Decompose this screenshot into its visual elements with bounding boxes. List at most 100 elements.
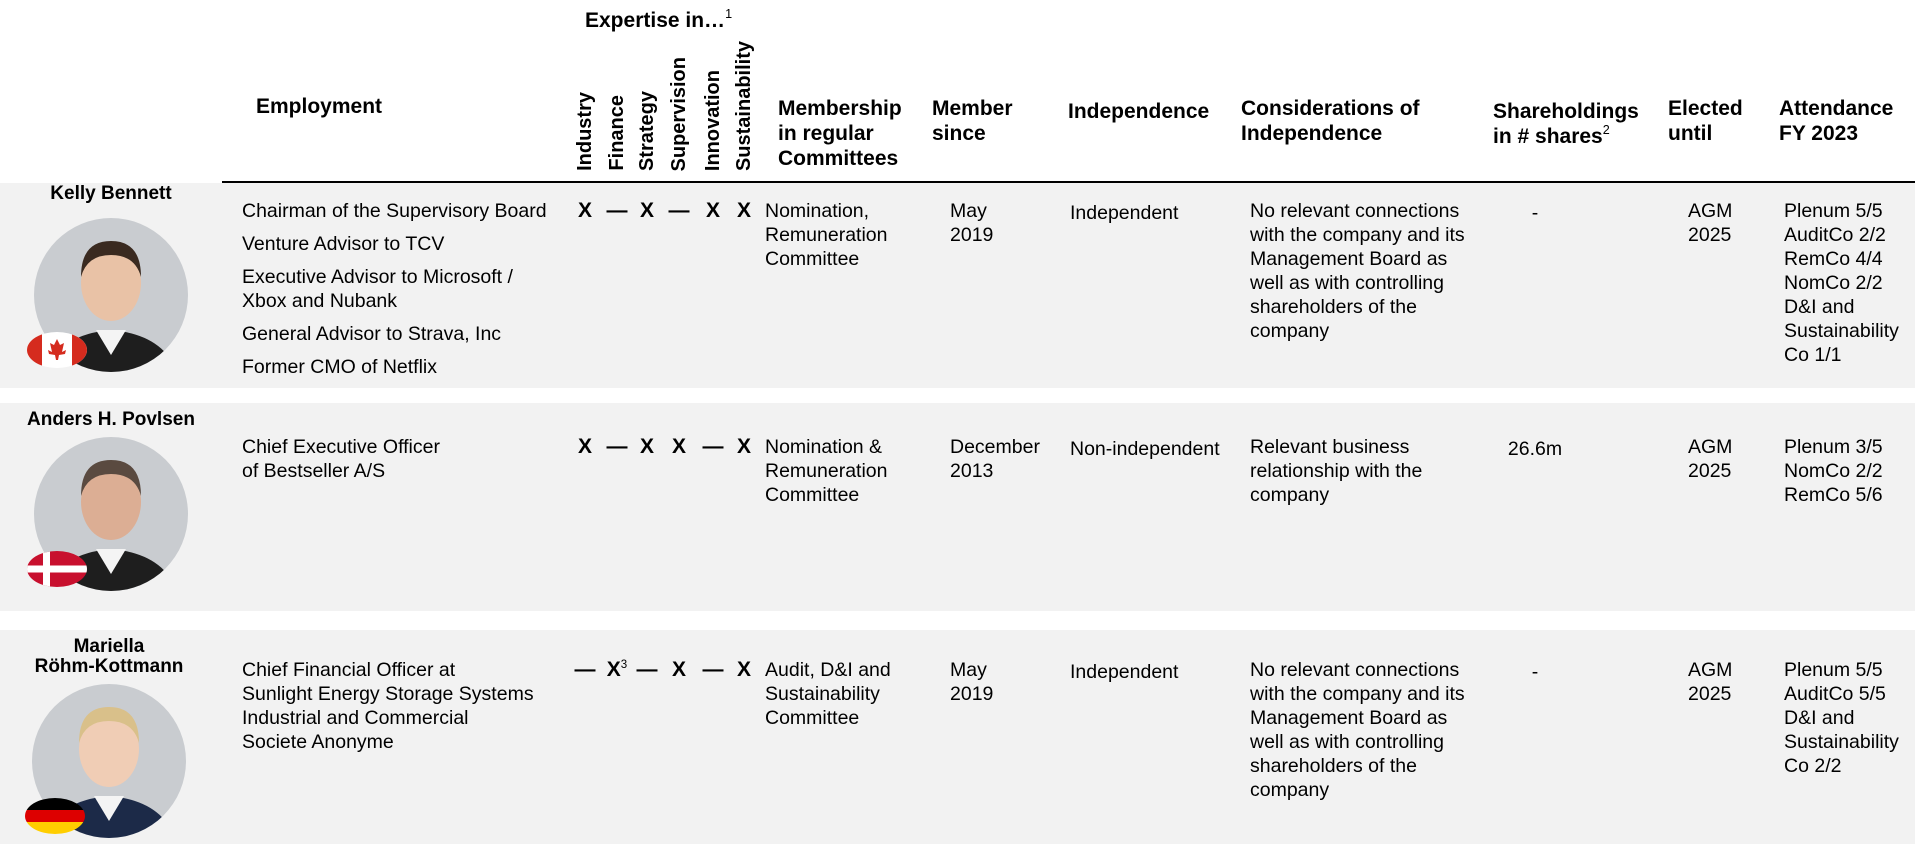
considerations-line: Management Board as xyxy=(1250,707,1448,729)
mark-text: — xyxy=(606,435,628,458)
shareholdings: - xyxy=(1531,661,1539,683)
expertise-title: Expertise in…1 xyxy=(585,8,732,33)
committees: Audit, D&I and Sustainability Committee xyxy=(765,658,891,730)
considerations-line: company xyxy=(1250,779,1330,801)
shareholdings: - xyxy=(1531,202,1539,224)
shareholdings: 26.6m xyxy=(1507,438,1563,460)
flag xyxy=(27,551,87,587)
employment-line: Industrial and Commercial xyxy=(242,707,469,729)
considerations-line: well as with controlling xyxy=(1250,272,1445,294)
independence: Independent xyxy=(1070,661,1179,683)
committees-line: Committee xyxy=(765,248,860,270)
member-name: Mariella Röhm-Kottmann xyxy=(0,637,224,677)
employment-line: Xbox and Nubank xyxy=(242,290,398,312)
footnote-ref: 1 xyxy=(725,7,733,22)
considerations-line: company xyxy=(1250,484,1330,506)
header-text: FY 2023 xyxy=(1779,122,1859,145)
employment-item: Venture Advisor to TCV xyxy=(242,232,547,256)
employment-item: Executive Advisor to Microsoft / Xbox and… xyxy=(242,265,547,313)
employment-item: Chairman of the Supervisory Board xyxy=(242,199,547,223)
committees-line: Remuneration xyxy=(765,224,888,246)
expertise-area-header: Finance xyxy=(606,95,628,171)
attendance-header: Attendance FY 2023 xyxy=(1779,96,1893,146)
member-since: May 2019 xyxy=(950,199,993,247)
member-since-line: May xyxy=(950,200,987,222)
expertise-area-header: Innovation xyxy=(702,69,724,171)
considerations-line: with the company and its xyxy=(1250,683,1465,705)
employment-line: Executive Advisor to Microsoft / xyxy=(242,266,513,288)
row-background xyxy=(0,183,1915,388)
elected-line: 2025 xyxy=(1688,460,1732,482)
committees-line: Committee xyxy=(765,484,860,506)
member-since: May 2019 xyxy=(950,658,993,706)
header-line: Membership xyxy=(778,96,902,121)
mark-text: X xyxy=(639,199,654,222)
mark-text: X xyxy=(577,435,592,458)
employment-line: Sunlight Energy Storage Systems xyxy=(242,683,534,705)
row-background xyxy=(0,630,1915,844)
attendance-line: Co 1/1 xyxy=(1784,344,1842,366)
expertise-mark: X3 xyxy=(602,658,632,682)
mark-text: X xyxy=(736,658,751,681)
expertise-mark: — xyxy=(602,435,632,459)
considerations: No relevant connections with the company … xyxy=(1250,199,1465,343)
committees-header: Membership in regular Committees xyxy=(778,96,902,171)
expertise-mark: — xyxy=(570,658,600,682)
mark-text: X xyxy=(606,658,621,681)
header-text: Committees xyxy=(778,147,899,170)
mark-text: — xyxy=(668,199,690,222)
independence-header: Independence xyxy=(1068,99,1209,124)
mark-text: X xyxy=(736,199,751,222)
considerations: No relevant connections with the company … xyxy=(1250,658,1465,802)
committees: Nomination & Remuneration Committee xyxy=(765,435,887,507)
header-line: in regular xyxy=(778,121,902,146)
expertise-mark: X xyxy=(664,435,694,459)
elected-line: AGM xyxy=(1688,659,1733,681)
attendance-line: D&I and xyxy=(1784,296,1855,318)
header-text: until xyxy=(1668,122,1713,145)
attendance-line: NomCo 2/2 xyxy=(1784,272,1883,294)
employment-header: Employment xyxy=(256,95,383,118)
considerations-line: shareholders of the xyxy=(1250,755,1417,777)
expertise-mark: X xyxy=(570,199,600,223)
header-line: Attendance xyxy=(1779,96,1893,121)
header-text: Shareholdings xyxy=(1493,100,1639,123)
member-since-header: Member since xyxy=(932,96,1013,146)
header-line: until xyxy=(1668,121,1743,146)
considerations-line: No relevant connections xyxy=(1250,200,1460,222)
name-line: Kelly Bennett xyxy=(50,183,172,204)
header-line: FY 2023 xyxy=(1779,121,1893,146)
committees-line: Nomination & xyxy=(765,436,883,458)
mark-text: X xyxy=(671,658,686,681)
mark-text: — xyxy=(702,658,724,681)
elected-line: AGM xyxy=(1688,436,1733,458)
expertise-mark: — xyxy=(602,199,632,223)
flag xyxy=(27,332,87,368)
header-line: Considerations of xyxy=(1241,96,1420,121)
attendance: Plenum 5/5 AuditCo 2/2 RemCo 4/4 NomCo 2/2 D… xyxy=(1784,199,1899,367)
considerations-line: relationship with the xyxy=(1250,460,1423,482)
expertise-area-header: Sustainability xyxy=(733,40,755,171)
member-since: December 2013 xyxy=(950,435,1040,483)
mark-text: X xyxy=(736,435,751,458)
considerations-line: Relevant business xyxy=(1250,436,1410,458)
header-line: Independence xyxy=(1068,99,1209,124)
header-text: in regular xyxy=(778,122,874,145)
member-since-line: May xyxy=(950,659,987,681)
expertise-area-header: Strategy xyxy=(636,90,658,171)
mark-text: X xyxy=(705,199,720,222)
committees-line: Audit, D&I and xyxy=(765,659,891,681)
shareholdings-header: Shareholdings in # shares2 xyxy=(1493,99,1639,149)
attendance: Plenum 3/5 NomCo 2/2 RemCo 5/6 xyxy=(1784,435,1883,507)
attendance-line: RemCo 5/6 xyxy=(1784,484,1883,506)
member-name: Anders H. Povlsen xyxy=(0,410,226,430)
name-line: Anders H. Povlsen xyxy=(27,409,195,430)
expertise-mark: X xyxy=(632,199,662,223)
mark-text: — xyxy=(636,658,658,681)
mark-text: — xyxy=(702,435,724,458)
employment-line: Chief Executive Officer xyxy=(242,436,440,458)
employment-item: Former CMO of Netflix xyxy=(242,355,547,379)
elected-line: 2025 xyxy=(1688,683,1732,705)
header-rule xyxy=(222,181,1915,183)
member-name: Kelly Bennett xyxy=(0,184,226,204)
